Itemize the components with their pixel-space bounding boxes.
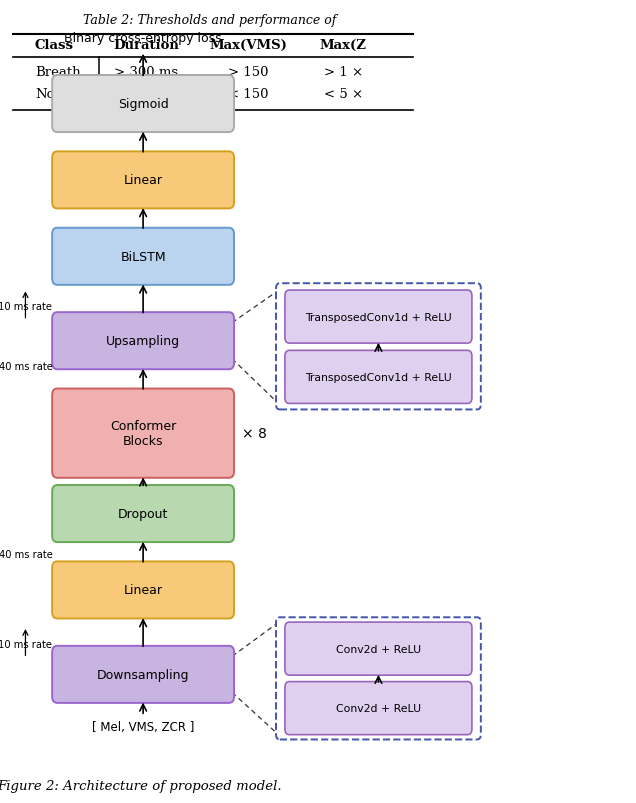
- Text: Binary cross-entropy loss: Binary cross-entropy loss: [64, 31, 222, 45]
- FancyBboxPatch shape: [285, 622, 472, 675]
- FancyBboxPatch shape: [285, 682, 472, 735]
- Text: > 300 ms: > 300 ms: [114, 66, 178, 79]
- Text: Dropout: Dropout: [118, 507, 169, 520]
- Text: Conv2d + ReLU: Conv2d + ReLU: [336, 703, 421, 713]
- Text: 10 ms rate: 10 ms rate: [0, 302, 52, 312]
- Text: > 1 ×: > 1 ×: [324, 66, 363, 79]
- FancyBboxPatch shape: [285, 291, 472, 344]
- Text: 40 ms rate: 40 ms rate: [0, 362, 52, 372]
- Text: Breath: Breath: [35, 66, 81, 79]
- Text: Figure 2: Architecture of proposed model.: Figure 2: Architecture of proposed model…: [0, 779, 282, 792]
- Text: < 5 ×: < 5 ×: [324, 88, 363, 100]
- Text: > 150: > 150: [228, 66, 268, 79]
- Text: Duration: Duration: [113, 39, 179, 52]
- Text: 10 ms rate: 10 ms rate: [0, 639, 52, 649]
- Text: Non-breath: Non-breath: [35, 88, 112, 100]
- Text: Max(VMS): Max(VMS): [209, 39, 287, 52]
- Text: Upsampling: Upsampling: [106, 335, 180, 348]
- Text: < 150: < 150: [228, 88, 268, 100]
- Text: Table 2: Thresholds and performance of: Table 2: Thresholds and performance of: [83, 14, 336, 26]
- Text: × 8: × 8: [242, 426, 266, 441]
- Text: BiLSTM: BiLSTM: [120, 251, 166, 263]
- FancyBboxPatch shape: [52, 76, 234, 132]
- FancyBboxPatch shape: [52, 153, 234, 209]
- FancyBboxPatch shape: [52, 562, 234, 618]
- Text: Conformer
Blocks: Conformer Blocks: [110, 420, 176, 447]
- Text: Linear: Linear: [123, 584, 163, 597]
- Text: Linear: Linear: [123, 174, 163, 187]
- FancyBboxPatch shape: [52, 646, 234, 703]
- FancyBboxPatch shape: [285, 351, 472, 404]
- Text: Downsampling: Downsampling: [97, 668, 190, 681]
- Text: TransposedConv1d + ReLU: TransposedConv1d + ReLU: [305, 373, 452, 382]
- Text: Class: Class: [35, 39, 74, 52]
- Text: Sigmoid: Sigmoid: [118, 98, 169, 111]
- Text: -: -: [144, 88, 149, 100]
- Text: Max(Z: Max(Z: [320, 39, 367, 52]
- FancyBboxPatch shape: [52, 228, 234, 285]
- FancyBboxPatch shape: [52, 485, 234, 543]
- Text: 40 ms rate: 40 ms rate: [0, 549, 52, 559]
- Text: Conv2d + ReLU: Conv2d + ReLU: [336, 644, 421, 654]
- FancyBboxPatch shape: [52, 389, 234, 478]
- FancyBboxPatch shape: [52, 312, 234, 369]
- Text: [ Mel, VMS, ZCR ]: [ Mel, VMS, ZCR ]: [92, 720, 194, 733]
- Text: TransposedConv1d + ReLU: TransposedConv1d + ReLU: [305, 312, 452, 322]
